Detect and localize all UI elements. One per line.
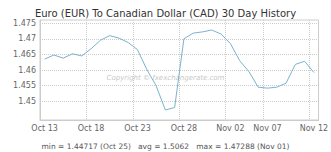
svg-text:Copyright © fxexchangerate.com: Copyright © fxexchangerate.com [107, 74, 225, 82]
svg-text:Oct 23: Oct 23 [124, 124, 151, 133]
svg-text:1.47: 1.47 [18, 34, 36, 43]
svg-text:Euro (EUR) To Canadian Dollar: Euro (EUR) To Canadian Dollar (CAD) 30 D… [35, 8, 296, 19]
svg-text:1.455: 1.455 [13, 81, 36, 90]
svg-text:Oct 18: Oct 18 [78, 124, 105, 133]
svg-text:1.46: 1.46 [18, 66, 36, 75]
svg-text:1.475: 1.475 [13, 19, 36, 28]
svg-text:Nov 02: Nov 02 [216, 124, 244, 133]
svg-text:Oct 28: Oct 28 [171, 124, 198, 133]
svg-text:Nov 12: Nov 12 [300, 124, 328, 133]
svg-text:1.465: 1.465 [13, 50, 36, 59]
svg-text:1.45: 1.45 [18, 97, 36, 106]
svg-text:min = 1.44717 (Oct 25) avg =: min = 1.44717 (Oct 25) avg = 1.5062 max … [42, 142, 290, 151]
svg-text:Nov 07: Nov 07 [253, 124, 281, 133]
svg-text:Oct 13: Oct 13 [31, 124, 58, 133]
